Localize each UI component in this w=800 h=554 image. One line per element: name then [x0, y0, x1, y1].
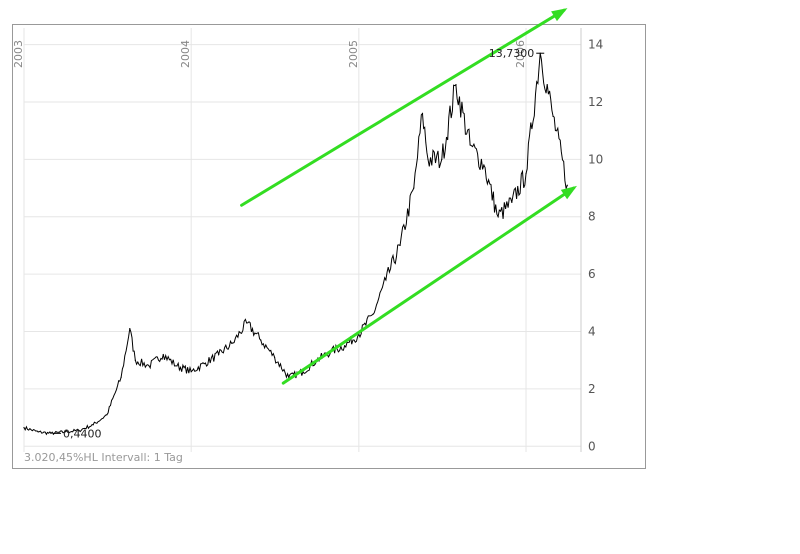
- price-line: [23, 53, 568, 436]
- upper-trendline-arrowhead: [551, 8, 568, 22]
- price-point: [162, 353, 164, 356]
- price-point: [120, 376, 122, 379]
- price-point: [232, 342, 234, 344]
- y-tick-label: 2: [588, 382, 596, 396]
- upper-trendline: [240, 8, 566, 207]
- y-tick-label: 6: [588, 267, 596, 281]
- price-point: [134, 359, 136, 361]
- price-point: [260, 339, 262, 341]
- axes: 0 2 4 6 8 10 12 14 2003 2004 2005 2006: [12, 28, 603, 453]
- price-point: [511, 201, 513, 203]
- y-tick-label: 0: [588, 439, 596, 453]
- price-point: [92, 424, 94, 426]
- lower-trendline: [281, 186, 576, 385]
- price-point: [218, 353, 220, 356]
- price-point: [129, 328, 131, 330]
- price-point: [64, 431, 66, 433]
- price-point: [372, 313, 374, 315]
- price-point: [421, 112, 424, 115]
- price-point: [344, 345, 346, 347]
- annotations: 13,7300 0,4400: [53, 47, 545, 440]
- y-tick-label: 12: [588, 95, 603, 109]
- series-layer: [23, 8, 577, 436]
- price-point: [566, 184, 568, 186]
- y-tick-label: 14: [588, 38, 603, 52]
- lower-trendline-arrowhead: [560, 185, 577, 200]
- x-tick-label: 2006: [514, 40, 527, 68]
- price-point: [204, 362, 206, 364]
- price-point: [413, 187, 415, 189]
- y-tick-label: 10: [588, 152, 603, 166]
- x-tick-label: 2003: [12, 40, 25, 68]
- price-point: [176, 365, 178, 367]
- price-point: [525, 173, 527, 175]
- price-point: [552, 115, 554, 117]
- x-tick-label: 2004: [179, 40, 192, 68]
- price-point: [469, 144, 471, 146]
- price-point: [441, 158, 443, 160]
- price-point: [385, 279, 387, 281]
- x-tick-label: 2005: [347, 40, 360, 68]
- price-point: [246, 322, 248, 324]
- price-point: [273, 356, 276, 358]
- price-point: [148, 365, 150, 367]
- footer-text: 3.020,45%HL Intervall: 1 Tag: [24, 451, 183, 464]
- price-point: [190, 371, 192, 373]
- price-point: [78, 429, 80, 432]
- chart-frame: [12, 24, 646, 469]
- price-point: [455, 84, 457, 86]
- price-point: [23, 427, 25, 429]
- max-label: 13,7300: [489, 47, 535, 60]
- price-point: [497, 216, 499, 218]
- price-point: [106, 414, 108, 416]
- price-point: [483, 164, 485, 166]
- price-point: [427, 158, 429, 160]
- y-tick-label: 8: [588, 210, 596, 224]
- price-point: [399, 244, 401, 247]
- min-label: 0,4400: [63, 427, 102, 440]
- y-tick-label: 4: [588, 325, 596, 339]
- price-point: [37, 431, 39, 433]
- price-point: [50, 432, 52, 434]
